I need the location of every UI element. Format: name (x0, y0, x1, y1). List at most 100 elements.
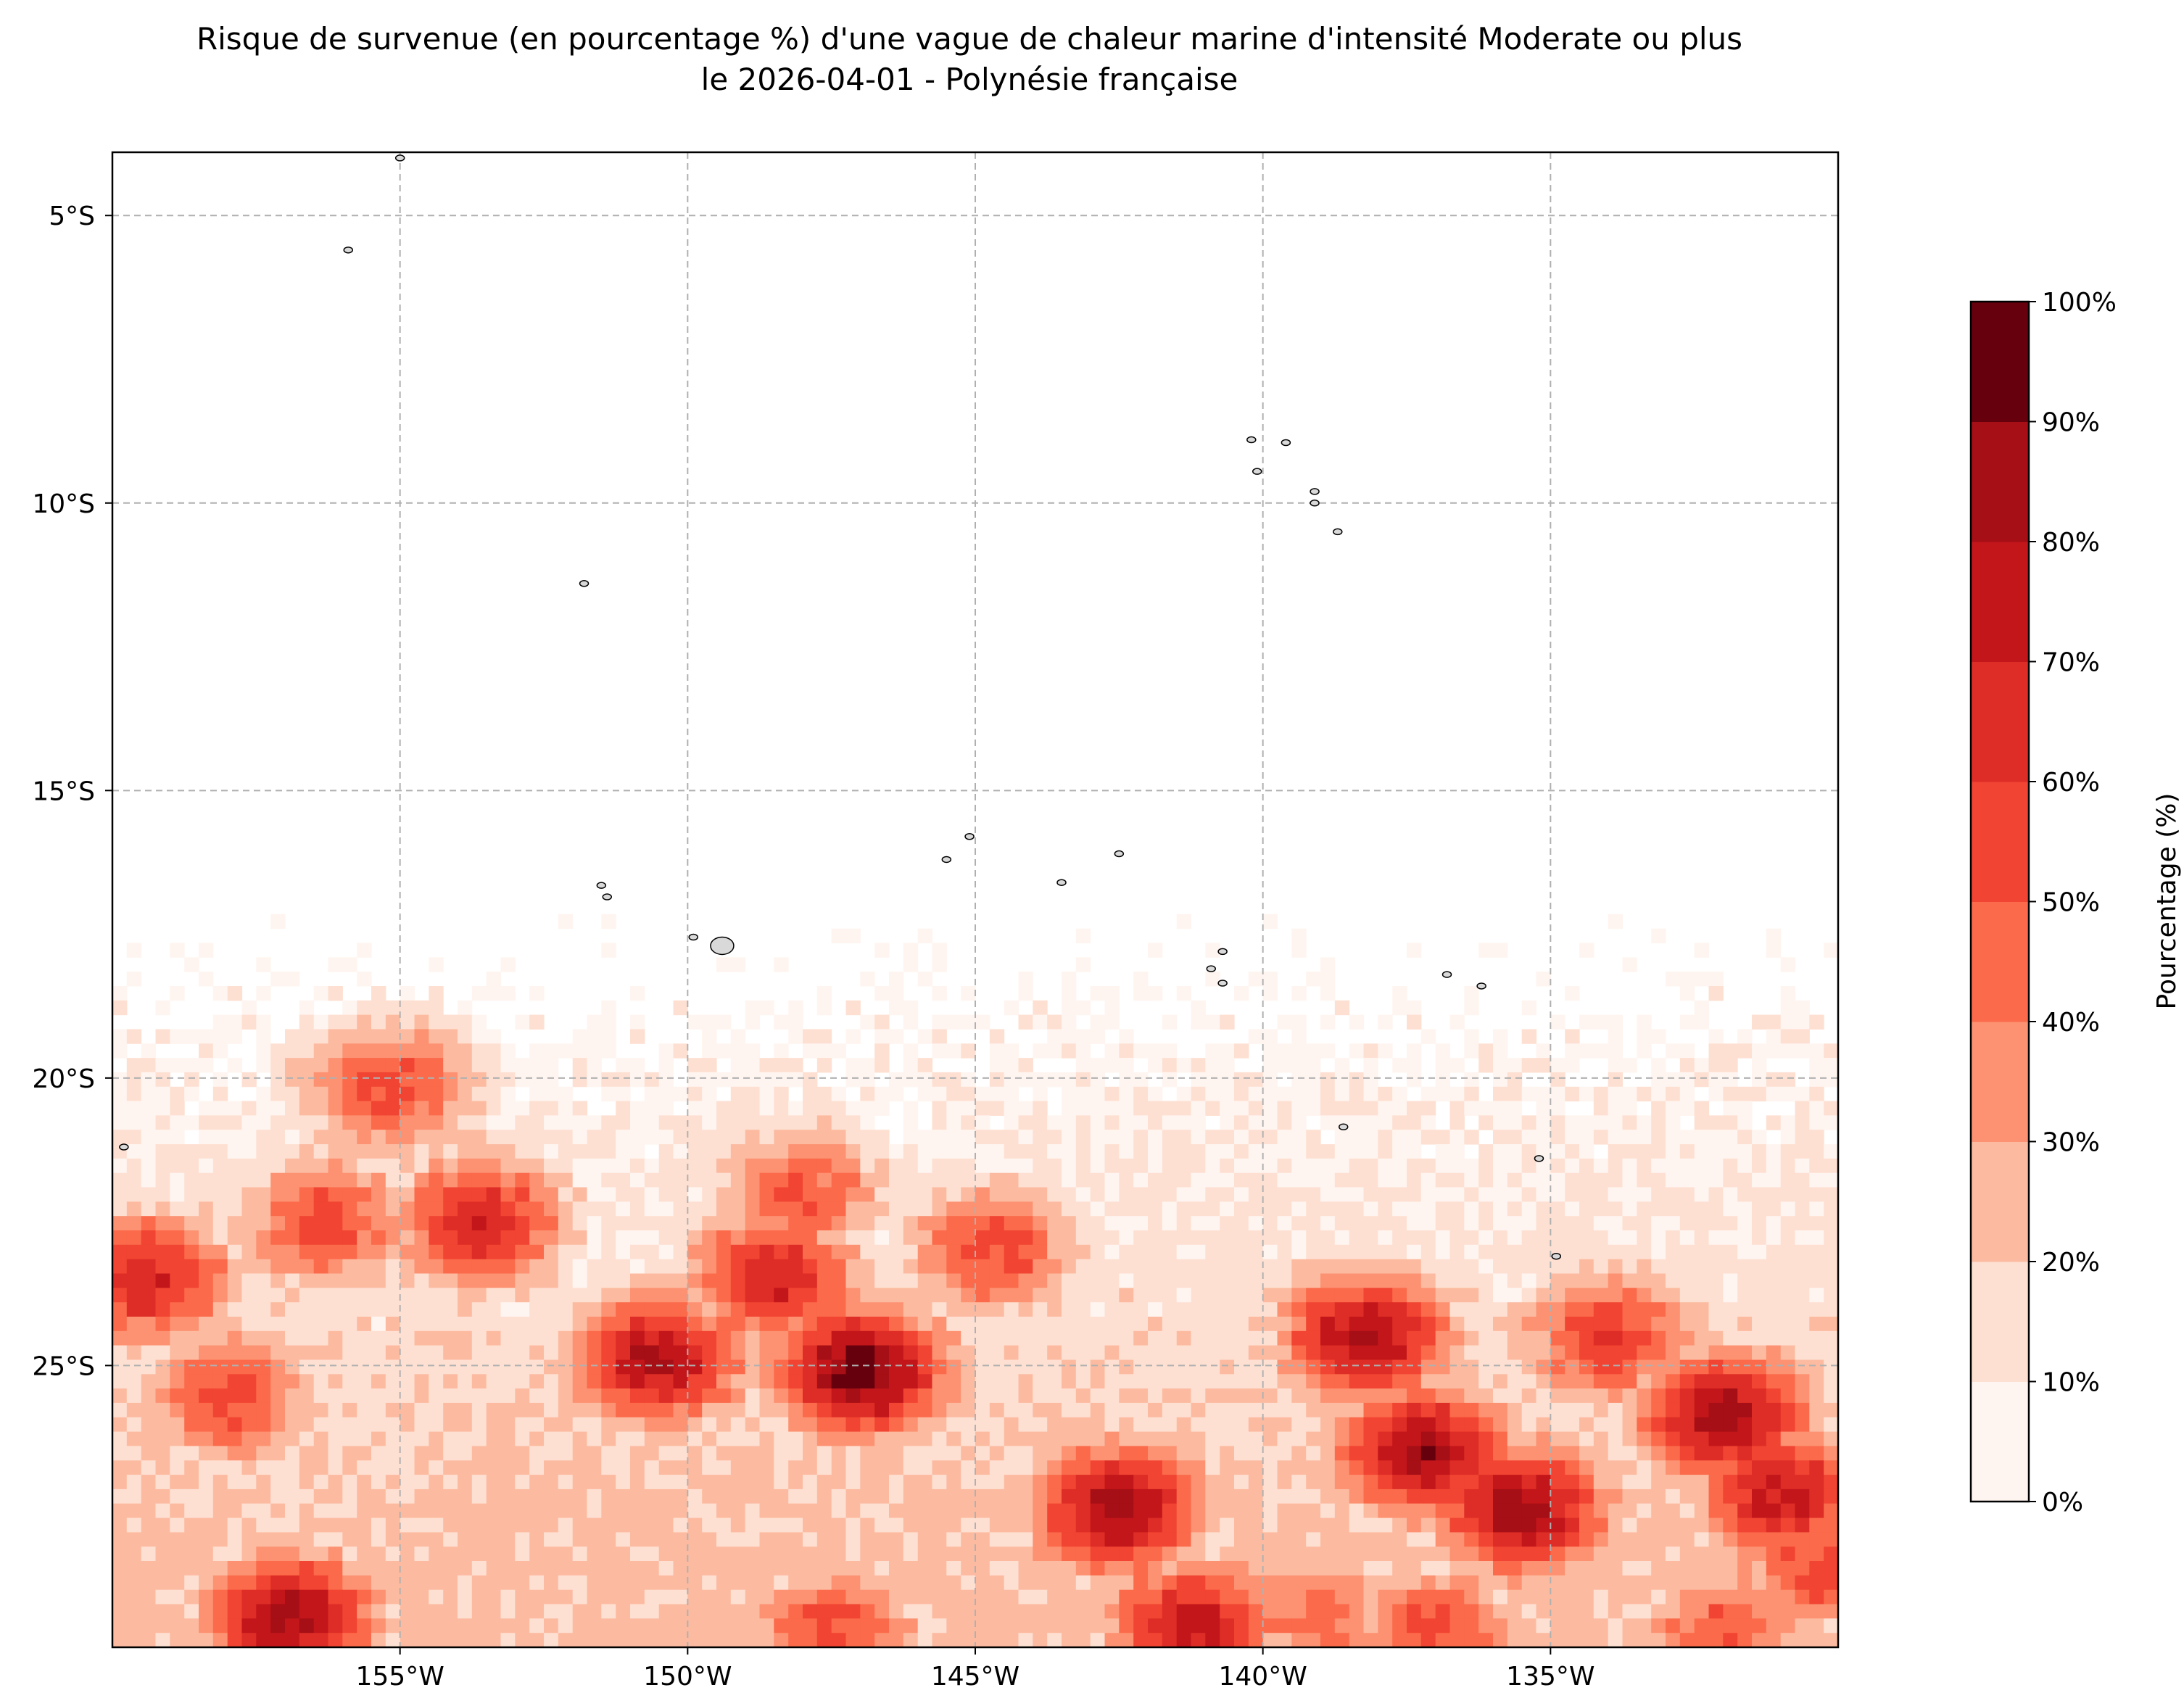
field-cell (1162, 1288, 1178, 1303)
field-cell (1378, 1359, 1393, 1375)
field-cell (1392, 1288, 1407, 1303)
field-cell (745, 1130, 761, 1145)
field-cell (1809, 1230, 1824, 1246)
field-cell (917, 1532, 933, 1547)
field-cell (471, 1259, 487, 1275)
field-cell (357, 1172, 372, 1188)
field-cell (630, 1029, 645, 1044)
field-cell (917, 1029, 933, 1044)
field-cell (1795, 1130, 1810, 1145)
field-cell (1363, 1144, 1378, 1159)
field-cell (644, 1230, 660, 1246)
field-cell (1536, 1475, 1551, 1490)
field-cell (458, 1187, 473, 1202)
field-cell (1637, 1475, 1652, 1490)
field-cell (816, 1618, 832, 1633)
field-cell (544, 1187, 559, 1202)
field-cell (702, 1330, 717, 1346)
field-cell (112, 1388, 128, 1404)
field-cell (443, 1216, 458, 1231)
field-cell (572, 1589, 588, 1605)
field-cell (1809, 1374, 1824, 1389)
field-cell (141, 1216, 157, 1231)
field-cell (1565, 1604, 1580, 1619)
field-cell (199, 1317, 214, 1332)
field-cell (1075, 1317, 1091, 1332)
field-cell (1550, 1575, 1565, 1591)
field-cell (1090, 1402, 1106, 1418)
field-cell (1565, 1230, 1580, 1246)
field-cell (1363, 1503, 1378, 1519)
field-cell (1637, 1230, 1652, 1246)
field-cell (313, 1589, 329, 1605)
field-cell (1119, 1460, 1134, 1475)
field-cell (874, 1618, 890, 1633)
field-cell (1420, 1589, 1436, 1605)
field-cell (1666, 1388, 1681, 1404)
field-cell (1277, 1417, 1292, 1433)
field-cell (529, 1374, 545, 1389)
field-cell (716, 957, 732, 972)
field-cell (961, 1475, 976, 1490)
field-cell (1291, 1230, 1307, 1246)
field-cell (587, 1488, 602, 1504)
field-cell (1809, 1043, 1824, 1059)
field-cell (1824, 1043, 1838, 1059)
field-cell (616, 1475, 631, 1490)
field-cell (227, 1158, 243, 1174)
field-cell (141, 1388, 157, 1404)
field-cell (1407, 1517, 1422, 1533)
field-cell (1766, 1086, 1782, 1102)
field-cell (860, 1330, 875, 1346)
field-cell (357, 1288, 372, 1303)
field-cell (845, 1130, 861, 1145)
field-cell (788, 1317, 803, 1332)
field-cell (716, 1072, 732, 1088)
field-cell (1378, 1158, 1393, 1174)
field-cell (917, 1446, 933, 1461)
field-cell (1435, 1589, 1451, 1605)
field-cell (170, 1086, 185, 1102)
field-cell (486, 1330, 502, 1346)
field-cell (227, 986, 243, 1001)
field-cell (414, 1201, 429, 1217)
field-cell (1579, 1330, 1594, 1346)
field-cell (112, 1000, 128, 1016)
field-cell (1320, 1431, 1336, 1446)
field-cell (1104, 1014, 1120, 1030)
field-cell (1795, 1288, 1810, 1303)
field-cell (1291, 1446, 1307, 1461)
field-cell (845, 1546, 861, 1562)
field-cell (270, 1345, 286, 1360)
field-cell (1363, 1172, 1378, 1188)
field-cell (371, 1532, 386, 1547)
field-cell (256, 1330, 271, 1346)
field-cell (1262, 1330, 1278, 1346)
field-cell (788, 1618, 803, 1633)
field-cell (1766, 1158, 1782, 1174)
field-cell (1809, 1417, 1824, 1433)
field-cell (1075, 1604, 1091, 1619)
field-cell (1651, 1288, 1666, 1303)
field-cell (1550, 1273, 1565, 1288)
field-cell (658, 1302, 674, 1317)
field-cell (961, 1144, 976, 1159)
field-cell (1550, 1359, 1565, 1375)
field-cell (429, 1532, 444, 1547)
field-cell (1593, 1460, 1609, 1475)
field-cell (1334, 1431, 1350, 1446)
field-cell (1521, 1374, 1537, 1389)
field-cell (241, 1589, 257, 1605)
field-cell (1651, 1417, 1666, 1433)
field-cell (1651, 1115, 1666, 1130)
field-cell (658, 1517, 674, 1533)
field-cell (616, 1072, 631, 1088)
field-cell (1306, 1546, 1321, 1562)
field-cell (285, 1273, 300, 1288)
field-cell (1507, 1273, 1523, 1288)
field-cell (932, 1431, 947, 1446)
field-cell (458, 1317, 473, 1332)
field-cell (961, 1575, 976, 1591)
field-cell (313, 1230, 329, 1246)
field-cell (529, 1172, 545, 1188)
